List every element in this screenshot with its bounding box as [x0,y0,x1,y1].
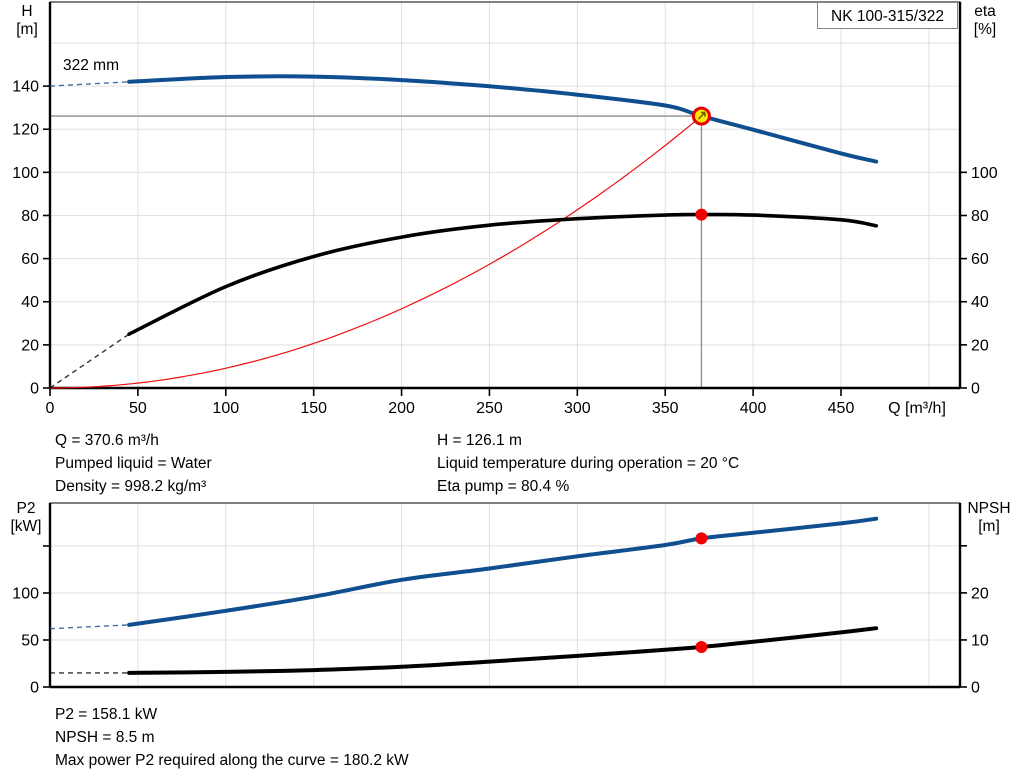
p2-duty-dot[interactable] [695,532,708,545]
p2-curve[interactable] [127,516,879,627]
x-axis-unit-label: Q [m³/h] [888,400,946,417]
plot-border [49,1,961,389]
p2-curve-dashed-extension [49,624,130,630]
x-tick-label: 350 [652,400,679,417]
left-tick-label: 80 [21,208,39,225]
right-tick-label: 0 [971,680,980,697]
x-tick-label: 250 [476,400,503,417]
left-tick-label: 120 [12,122,39,139]
info-line-h: H = 126.1 m [437,432,522,449]
system-curve[interactable] [49,115,702,389]
impeller-diameter-label: 322 mm [63,57,119,74]
right-tick-label: 100 [971,165,998,182]
right-tick-label: 20 [971,337,989,354]
left-tick-label: 100 [12,585,39,602]
x-tick-label: 400 [740,400,767,417]
left-tick-label: 100 [12,165,39,182]
right-tick-label: 20 [971,585,989,602]
operating-point-info-left: Q = 370.6 m³/h Pumped liquid = Water Den… [55,429,212,498]
h-axis-title: H [m] [16,3,38,38]
head-curve-dashed-extension [49,81,130,87]
hq-eta-chart[interactable]: 0 20 40 60 80 100 120 140 0 20 40 60 80 100 0 50 100 150 2… [0,0,1024,430]
left-tick-label: 140 [12,79,39,96]
power-info: P2 = 158.1 kW NPSH = 8.5 m Max power P2 … [55,703,409,772]
x-tick-label: 450 [828,400,855,417]
info-line-max-power: Max power P2 required along the curve = … [55,752,409,769]
efficiency-duty-dot[interactable] [695,208,708,221]
npsh-curve[interactable] [127,626,879,675]
right-tick-label: 40 [971,294,989,311]
info-line-eta: Eta pump = 80.4 % [437,478,570,495]
info-line-temperature: Liquid temperature during operation = 20… [437,455,740,472]
info-line-p2: P2 = 158.1 kW [55,706,158,723]
x-tick-label: 200 [388,400,415,417]
right-tick-label: 0 [971,381,980,398]
left-tick-label: 0 [30,680,39,697]
x-tick-label: 150 [300,400,327,417]
efficiency-curve[interactable] [127,212,878,336]
p2-axis-title: P2 [kW] [10,500,42,535]
p2-npsh-chart[interactable]: 0 50 100 0 10 20 [0,430,1024,781]
left-tick-label: 50 [21,632,39,649]
info-line-npsh: NPSH = 8.5 m [55,729,155,746]
operating-point-info-right: H = 126.1 m Liquid temperature during op… [437,429,739,498]
right-tick-label: 10 [971,632,989,649]
info-line-liquid: Pumped liquid = Water [55,455,212,472]
head-curve[interactable] [127,74,879,164]
npsh-duty-dot[interactable] [695,641,708,653]
info-line-density: Density = 998.2 kg/m³ [55,478,207,495]
x-tick-label: 0 [46,400,55,417]
x-tick-label: 50 [129,400,147,417]
left-tick-label: 20 [21,337,39,354]
left-tick-label: 0 [30,381,39,398]
npsh-axis-title: NPSH [m] [967,500,1011,535]
eta-axis-title: eta [%] [973,3,997,38]
left-tick-label: 40 [21,294,39,311]
cursor-arrow-icon [697,111,706,120]
left-tick-label: 60 [21,251,39,268]
right-tick-label: 80 [971,208,989,225]
info-line-q: Q = 370.6 m³/h [55,432,159,449]
x-tick-label: 300 [564,400,591,417]
x-tick-label: 100 [212,400,239,417]
pump-model-badge: NK 100-315/322 [817,2,958,29]
efficiency-curve-dashed-extension [49,333,130,389]
right-tick-label: 60 [971,251,989,268]
